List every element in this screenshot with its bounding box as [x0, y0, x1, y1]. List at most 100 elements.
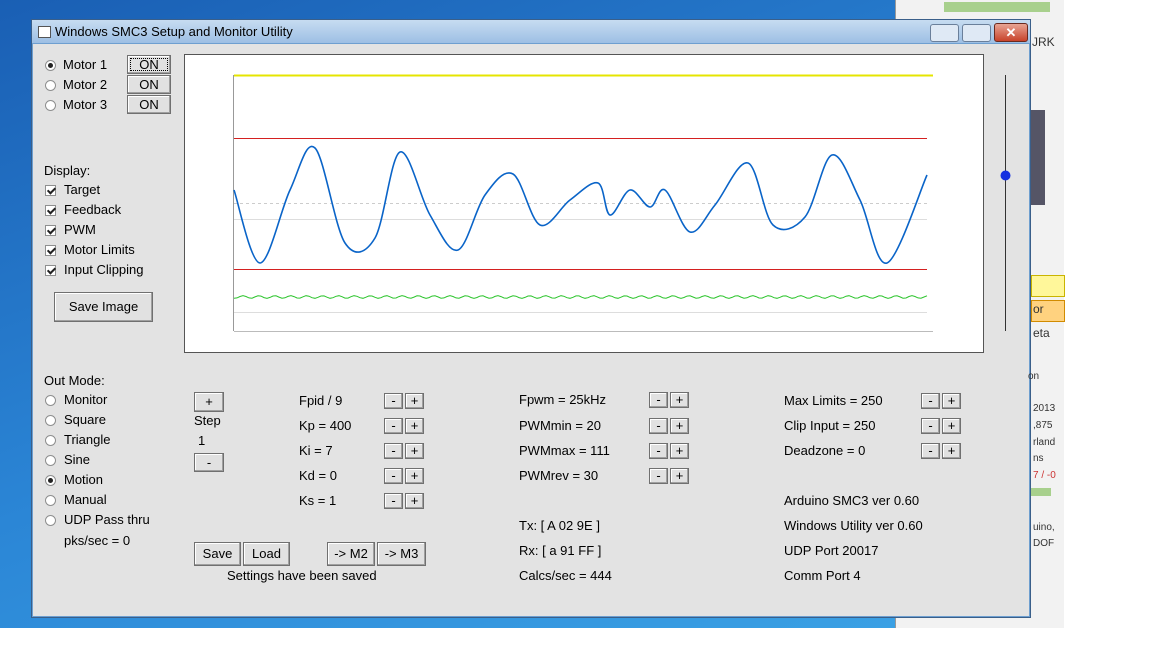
- plus-button[interactable]: +: [405, 493, 424, 509]
- background-text: JRK: [1032, 35, 1055, 49]
- display-checkbox[interactable]: [45, 205, 56, 216]
- minus-button[interactable]: -: [649, 443, 668, 459]
- pks-status: pks/sec = 0: [64, 533, 131, 548]
- pwm-trace: [233, 295, 928, 299]
- minus-button[interactable]: -: [384, 418, 403, 434]
- step-minus-button[interactable]: -: [194, 453, 224, 472]
- out-mode-label: Out Mode:: [44, 373, 105, 388]
- out-mode-option: UDP Pass thru: [64, 512, 150, 527]
- out-mode-option: Monitor: [64, 392, 108, 407]
- display-option: Motor Limits: [64, 242, 135, 257]
- out-mode-option: Manual: [64, 492, 107, 507]
- minus-button[interactable]: -: [649, 392, 668, 408]
- out-mode-radio[interactable]: [45, 435, 56, 446]
- out-mode-radio[interactable]: [45, 395, 56, 406]
- param-label: PWMmax = 111: [519, 443, 610, 458]
- plus-button[interactable]: +: [670, 418, 689, 434]
- minus-button[interactable]: -: [921, 393, 940, 409]
- plus-button[interactable]: +: [670, 392, 689, 408]
- background-text: or: [1033, 302, 1044, 316]
- out-mode-option: Sine: [64, 452, 91, 467]
- minus-button[interactable]: -: [384, 393, 403, 409]
- settings-status: Settings have been saved: [227, 568, 377, 583]
- param-label: Kp = 400: [299, 418, 352, 433]
- out-mode-radio[interactable]: [45, 495, 56, 506]
- display-option: Feedback: [64, 202, 122, 217]
- motor-on-button[interactable]: ON: [127, 95, 171, 114]
- param-label: Fpid / 9: [299, 393, 343, 408]
- background-text: rland: [1033, 437, 1056, 448]
- plus-button[interactable]: +: [942, 393, 961, 409]
- close-button[interactable]: ✕: [994, 23, 1028, 42]
- plus-button[interactable]: +: [405, 393, 424, 409]
- minus-button[interactable]: -: [384, 443, 403, 459]
- plus-button[interactable]: +: [942, 443, 961, 459]
- minus-button[interactable]: -: [921, 443, 940, 459]
- param-label: Ki = 7: [299, 443, 333, 458]
- slider-thumb[interactable]: [1000, 170, 1011, 181]
- minus-button[interactable]: -: [921, 418, 940, 434]
- background-text: ,875: [1033, 420, 1053, 431]
- action-button[interactable]: Load: [243, 542, 290, 566]
- motor-radio[interactable]: [45, 100, 56, 111]
- out-mode-radio[interactable]: [45, 515, 56, 526]
- plus-button[interactable]: +: [670, 468, 689, 484]
- motor-on-button[interactable]: ON: [127, 75, 171, 94]
- plus-button[interactable]: +: [670, 443, 689, 459]
- bg-button: [1031, 300, 1065, 322]
- plus-button[interactable]: +: [405, 418, 424, 434]
- background-text: ns: [1033, 453, 1044, 464]
- info-text: Arduino SMC3 ver 0.60: [784, 493, 920, 508]
- plus-button[interactable]: +: [942, 418, 961, 434]
- plus-button[interactable]: +: [405, 443, 424, 459]
- param-label: PWMrev = 30: [519, 468, 599, 483]
- motor-radio[interactable]: [45, 60, 56, 71]
- display-checkbox[interactable]: [45, 185, 56, 196]
- minus-button[interactable]: -: [384, 493, 403, 509]
- minus-button[interactable]: -: [649, 468, 668, 484]
- maximize-button[interactable]: [962, 24, 991, 42]
- action-button[interactable]: Save: [194, 542, 241, 566]
- out-mode-radio[interactable]: [45, 415, 56, 426]
- background-text: eta: [1033, 326, 1050, 340]
- action-button[interactable]: -> M3: [377, 542, 426, 566]
- param-label: Clip Input = 250: [784, 418, 876, 433]
- title-bar: [32, 20, 1030, 43]
- info-text: UDP Port 20017: [784, 543, 879, 558]
- plus-button[interactable]: +: [405, 468, 424, 484]
- display-option: Target: [64, 182, 101, 197]
- out-mode-radio[interactable]: [45, 475, 56, 486]
- display-checkbox[interactable]: [45, 225, 56, 236]
- display-option: Input Clipping: [64, 262, 144, 277]
- param-label: Fpwm = 25kHz: [519, 392, 607, 407]
- comm-status: Rx: [ a 91 FF ]: [519, 543, 602, 558]
- display-checkbox[interactable]: [45, 245, 56, 256]
- out-mode-radio[interactable]: [45, 455, 56, 466]
- motor-on-button[interactable]: ON: [127, 55, 171, 74]
- minus-button[interactable]: -: [649, 418, 668, 434]
- out-mode-option: Triangle: [64, 432, 111, 447]
- display-checkbox[interactable]: [45, 265, 56, 276]
- action-button[interactable]: -> M2: [327, 542, 375, 566]
- comm-status: Tx: [ A 02 9E ]: [519, 518, 600, 533]
- minimize-button[interactable]: [930, 24, 959, 42]
- step-plus-button[interactable]: +: [194, 392, 224, 412]
- motor-label: Motor 1: [63, 57, 108, 72]
- info-text: Windows Utility ver 0.60: [784, 518, 923, 533]
- step-value: 1: [198, 433, 206, 448]
- background-text: on: [1028, 371, 1040, 382]
- save-image-button[interactable]: Save Image: [54, 292, 153, 322]
- bg-button: [1031, 275, 1065, 297]
- info-text: Comm Port 4: [784, 568, 861, 583]
- minus-button[interactable]: -: [384, 468, 403, 484]
- param-label: Ks = 1: [299, 493, 337, 508]
- motor-radio[interactable]: [45, 80, 56, 91]
- out-mode-option: Square: [64, 412, 106, 427]
- param-label: Kd = 0: [299, 468, 337, 483]
- out-mode-option: Motion: [64, 472, 104, 487]
- bg-image: [1031, 110, 1045, 205]
- param-label: Max Limits = 250: [784, 393, 883, 408]
- motor-label: Motor 2: [63, 77, 108, 92]
- background-text: DOF: [1033, 538, 1055, 549]
